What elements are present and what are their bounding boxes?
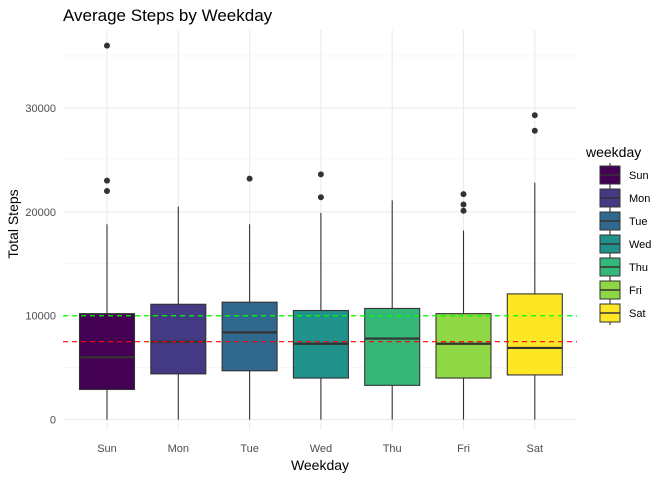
box-fri bbox=[435, 191, 492, 420]
box-body bbox=[435, 313, 492, 379]
legend-label: Sat bbox=[629, 308, 646, 320]
box-thu bbox=[364, 200, 421, 420]
x-tick-label: Wed bbox=[310, 443, 332, 455]
y-axis-title: Total Steps bbox=[5, 189, 21, 258]
box-body bbox=[506, 293, 563, 376]
x-axis-title: Weekday bbox=[291, 457, 349, 473]
x-tick-label: Tue bbox=[240, 443, 259, 455]
legend-item-tue: Tue bbox=[599, 209, 648, 233]
box-body bbox=[364, 307, 421, 386]
outlier-point bbox=[317, 171, 324, 178]
boxes bbox=[78, 42, 563, 420]
y-axis-ticks: 0 10000 20000 30000 bbox=[25, 103, 56, 427]
legend-item-fri: Fri bbox=[599, 278, 642, 302]
legend-title: weekday bbox=[585, 144, 641, 160]
legend-item-sun: Sun bbox=[599, 163, 649, 187]
x-axis-ticks: Sun Mon Tue Wed Thu Fri Sat bbox=[97, 443, 543, 455]
legend-item-thu: Thu bbox=[599, 255, 648, 279]
outlier-point bbox=[104, 42, 110, 49]
legend-label: Sun bbox=[629, 170, 649, 182]
legend-label: Tue bbox=[629, 216, 648, 228]
outlier-point bbox=[246, 175, 253, 182]
box-sat bbox=[506, 112, 563, 420]
reference-lines bbox=[63, 315, 577, 343]
box-body bbox=[221, 301, 278, 372]
box-wed bbox=[292, 171, 349, 420]
legend-label: Thu bbox=[629, 262, 648, 274]
legend-label: Wed bbox=[629, 239, 651, 251]
legend-item-wed: Wed bbox=[599, 232, 651, 256]
outlier-point bbox=[531, 112, 538, 119]
outlier-point bbox=[460, 207, 467, 214]
outlier-point bbox=[104, 177, 110, 184]
legend: weekday Sun Mon Tue Wed Thu Fri Sat bbox=[585, 144, 651, 325]
y-tick-label: 0 bbox=[50, 415, 56, 427]
legend-label: Fri bbox=[629, 285, 642, 297]
outlier-point bbox=[460, 201, 467, 208]
legend-item-sat: Sat bbox=[599, 301, 646, 325]
x-tick-label: Fri bbox=[457, 443, 470, 455]
box-body bbox=[78, 313, 136, 391]
box-tue bbox=[221, 175, 278, 420]
outlier-point bbox=[460, 191, 467, 198]
x-tick-label: Sun bbox=[97, 443, 117, 455]
box-mon bbox=[150, 206, 207, 420]
outlier-point bbox=[317, 194, 324, 201]
chart-title: Average Steps by Weekday bbox=[63, 6, 273, 25]
y-tick-label: 10000 bbox=[25, 311, 56, 323]
y-tick-label: 30000 bbox=[25, 103, 56, 115]
x-tick-label: Thu bbox=[383, 443, 402, 455]
outlier-point bbox=[104, 188, 110, 195]
x-tick-label: Mon bbox=[168, 443, 189, 455]
legend-item-mon: Mon bbox=[599, 186, 650, 210]
box-body bbox=[150, 303, 207, 375]
y-tick-label: 20000 bbox=[25, 207, 56, 219]
x-tick-label: Sat bbox=[527, 443, 544, 455]
legend-label: Mon bbox=[629, 193, 650, 205]
outlier-point bbox=[531, 127, 538, 134]
box-sun bbox=[78, 42, 136, 420]
